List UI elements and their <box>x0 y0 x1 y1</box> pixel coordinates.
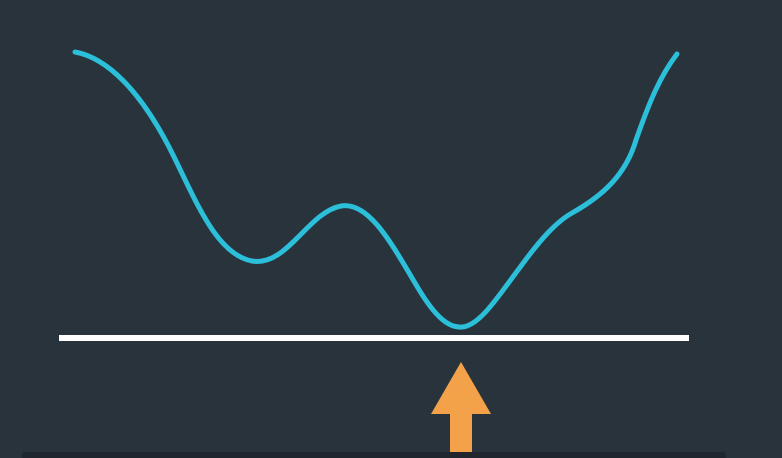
bottom-strip <box>22 452 726 458</box>
arrow-up-icon <box>431 362 491 458</box>
loss-curve <box>72 49 680 330</box>
